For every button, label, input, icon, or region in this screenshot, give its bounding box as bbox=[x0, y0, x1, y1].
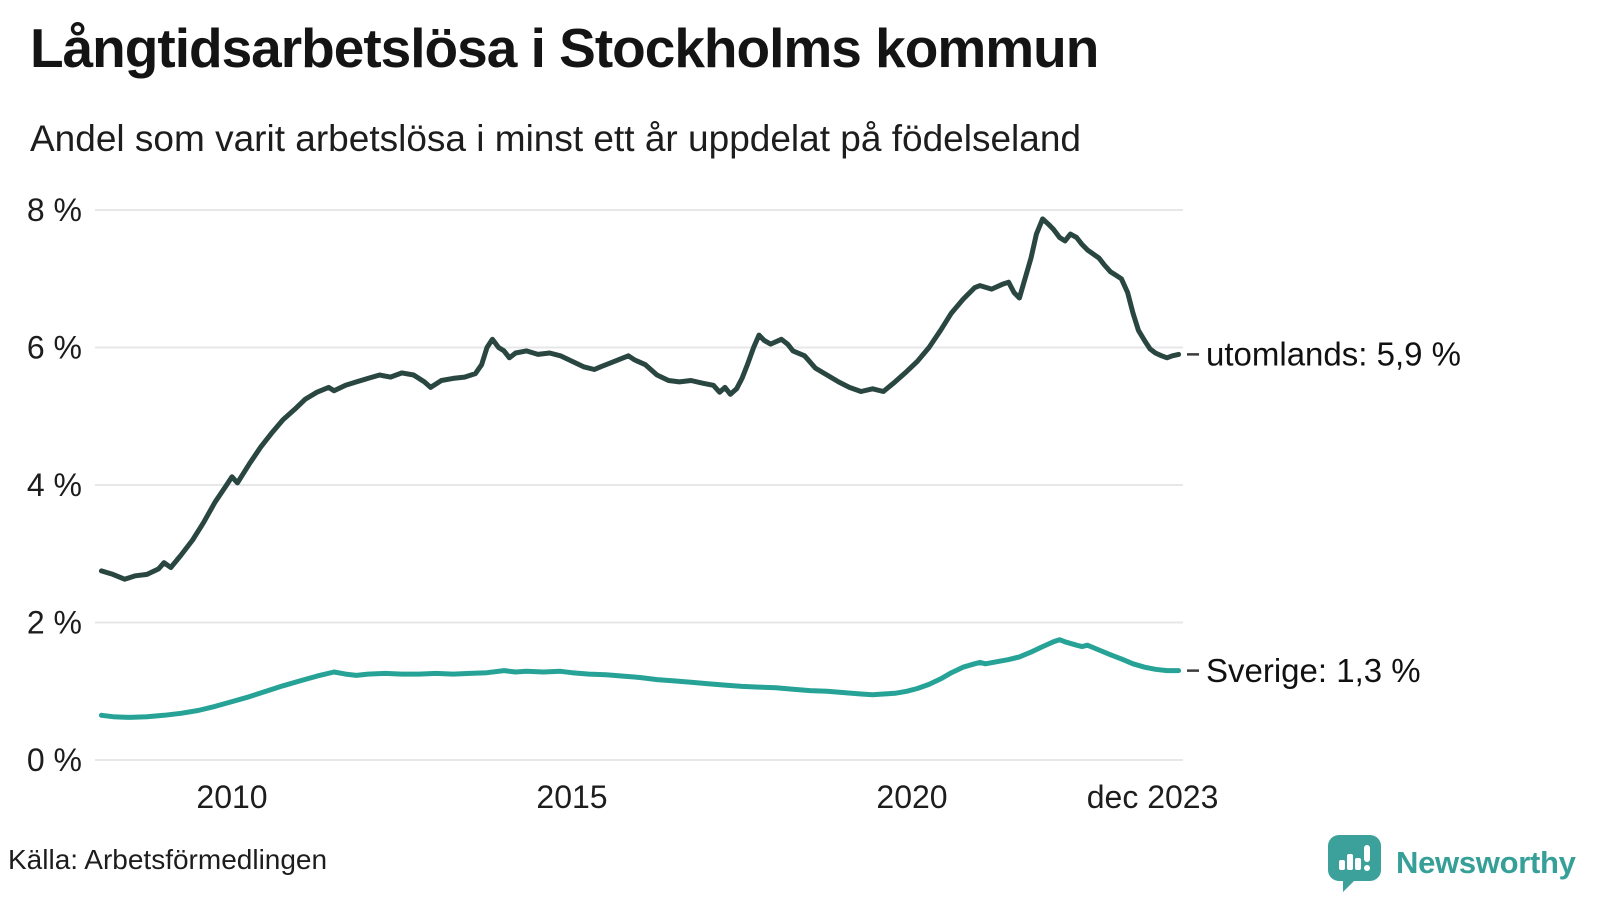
x-axis-label-2020: 2020 bbox=[876, 779, 947, 815]
y-axis-label-4: 4 % bbox=[27, 467, 82, 503]
branding: Newsworthy bbox=[1326, 833, 1576, 892]
branding-name: Newsworthy bbox=[1396, 844, 1576, 880]
y-axis-label-0: 0 % bbox=[27, 742, 82, 778]
y-axis-label-6: 6 % bbox=[27, 329, 82, 365]
x-axis-label-dec-2023: dec 2023 bbox=[1087, 779, 1219, 815]
chart-subtitle: Andel som varit arbetslösa i minst ett å… bbox=[30, 118, 1081, 159]
source-credit: Källa: Arbetsförmedlingen bbox=[8, 844, 328, 875]
series-line-sverige bbox=[98, 637, 1182, 720]
x-axis-label-2015: 2015 bbox=[536, 779, 607, 815]
series-line-utomlands bbox=[98, 216, 1182, 582]
x-axis-label-2010: 2010 bbox=[196, 779, 267, 815]
y-axis-label-8: 8 % bbox=[27, 192, 82, 228]
y-axis-label-2: 2 % bbox=[27, 604, 82, 640]
series-end-label-utomlands: utomlands: 5,9 % bbox=[1206, 336, 1461, 373]
newsworthy-logo-icon bbox=[1328, 835, 1381, 892]
chart-title: Långtidsarbetslösa i Stockholms kommun bbox=[30, 17, 1099, 79]
series-end-label-sverige: Sverige: 1,3 % bbox=[1206, 652, 1421, 689]
